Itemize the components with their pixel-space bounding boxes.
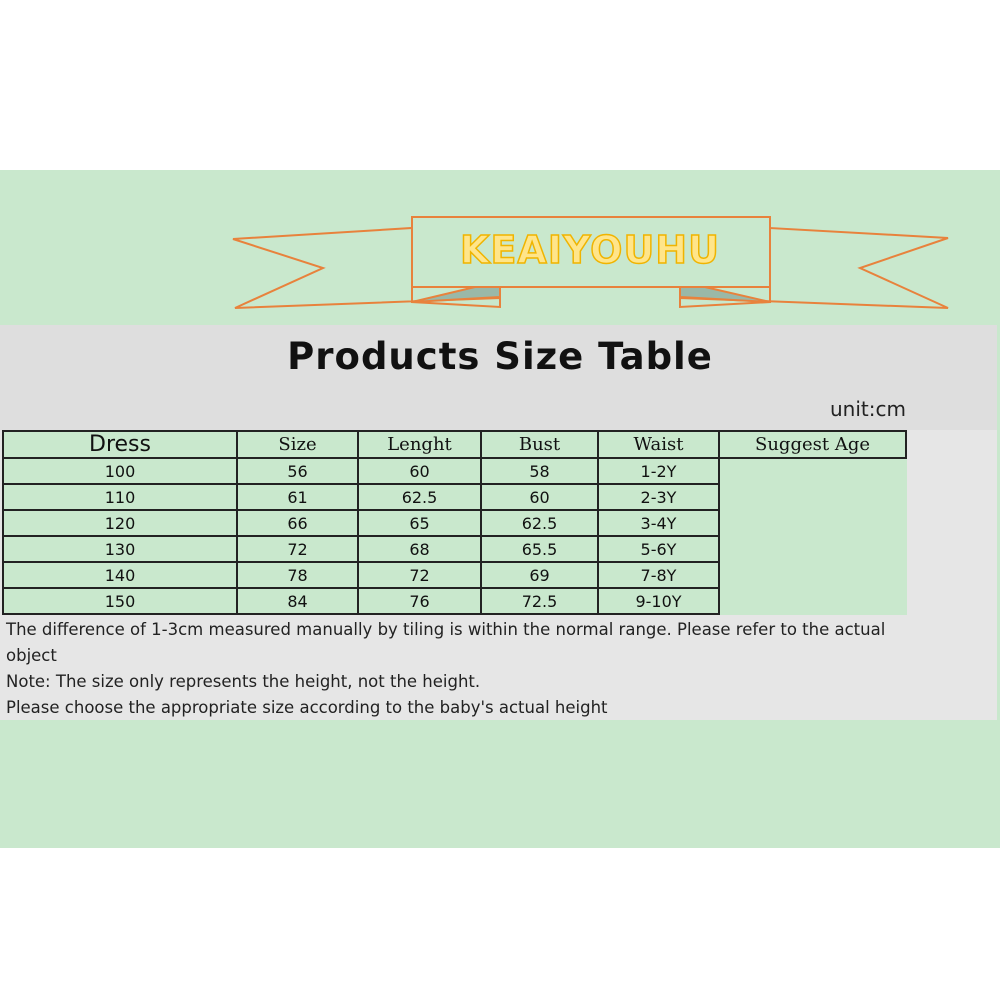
- header-length: Lenght: [357, 430, 482, 459]
- cell-suggest-age: 2-3Y: [597, 483, 720, 511]
- table-row: 140 78 72 69 7-8Y: [2, 561, 906, 589]
- cell-size: 140: [2, 561, 238, 589]
- header-waist: Waist: [597, 430, 720, 459]
- table-header-row: Dress Size Lenght Bust Waist Suggest Age: [2, 430, 907, 459]
- category-cell: Dress: [2, 430, 238, 459]
- cell-suggest-age: 1-2Y: [597, 457, 720, 485]
- cell-length: 78: [236, 561, 359, 589]
- table-row: 120 66 65 62.5 3-4Y: [2, 509, 906, 537]
- cell-waist: 60: [480, 483, 599, 511]
- cell-length: 56: [236, 457, 359, 485]
- cell-bust: 68: [357, 535, 482, 563]
- table-row: 100 56 60 58 1-2Y: [2, 457, 906, 485]
- table-row: 110 61 62.5 60 2-3Y: [2, 483, 906, 511]
- cell-waist: 58: [480, 457, 599, 485]
- cell-bust: 65: [357, 509, 482, 537]
- cell-bust: 72: [357, 561, 482, 589]
- cell-suggest-age: 3-4Y: [597, 509, 720, 537]
- cell-waist: 69: [480, 561, 599, 589]
- cell-waist: 65.5: [480, 535, 599, 563]
- cell-size: 130: [2, 535, 238, 563]
- note-line-2: object: [6, 646, 57, 665]
- table-row: 150 84 76 72.5 9-10Y: [2, 587, 906, 615]
- cell-suggest-age: 5-6Y: [597, 535, 720, 563]
- cell-size: 110: [2, 483, 238, 511]
- brand-logo: KEAIYOUHU: [459, 227, 720, 273]
- cell-waist: 72.5: [480, 587, 599, 615]
- title-band: [0, 325, 997, 430]
- cell-size: 120: [2, 509, 238, 537]
- note-line-3: Note: The size only represents the heigh…: [6, 672, 481, 691]
- size-table: Dress Size Lenght Bust Waist Suggest Age…: [2, 430, 907, 615]
- cell-suggest-age: 7-8Y: [597, 561, 720, 589]
- page-title: Products Size Table: [287, 335, 713, 378]
- cell-size: 100: [2, 457, 238, 485]
- cell-waist: 62.5: [480, 509, 599, 537]
- cell-length: 66: [236, 509, 359, 537]
- note-line-1: The difference of 1-3cm measured manuall…: [6, 620, 886, 639]
- header-bust: Bust: [480, 430, 599, 459]
- cell-size: 150: [2, 587, 238, 615]
- table-row: 130 72 68 65.5 5-6Y: [2, 535, 906, 563]
- header-suggest-age: Suggest Age: [718, 430, 907, 459]
- cell-bust: 60: [357, 457, 482, 485]
- cell-bust: 62.5: [357, 483, 482, 511]
- cell-bust: 76: [357, 587, 482, 615]
- ribbon-banner-icon: [232, 216, 949, 309]
- cell-length: 84: [236, 587, 359, 615]
- cell-length: 72: [236, 535, 359, 563]
- cell-length: 61: [236, 483, 359, 511]
- unit-label: unit:cm: [830, 397, 906, 421]
- header-size: Size: [236, 430, 359, 459]
- cell-suggest-age: 9-10Y: [597, 587, 720, 615]
- note-line-4: Please choose the appropriate size accor…: [6, 698, 608, 717]
